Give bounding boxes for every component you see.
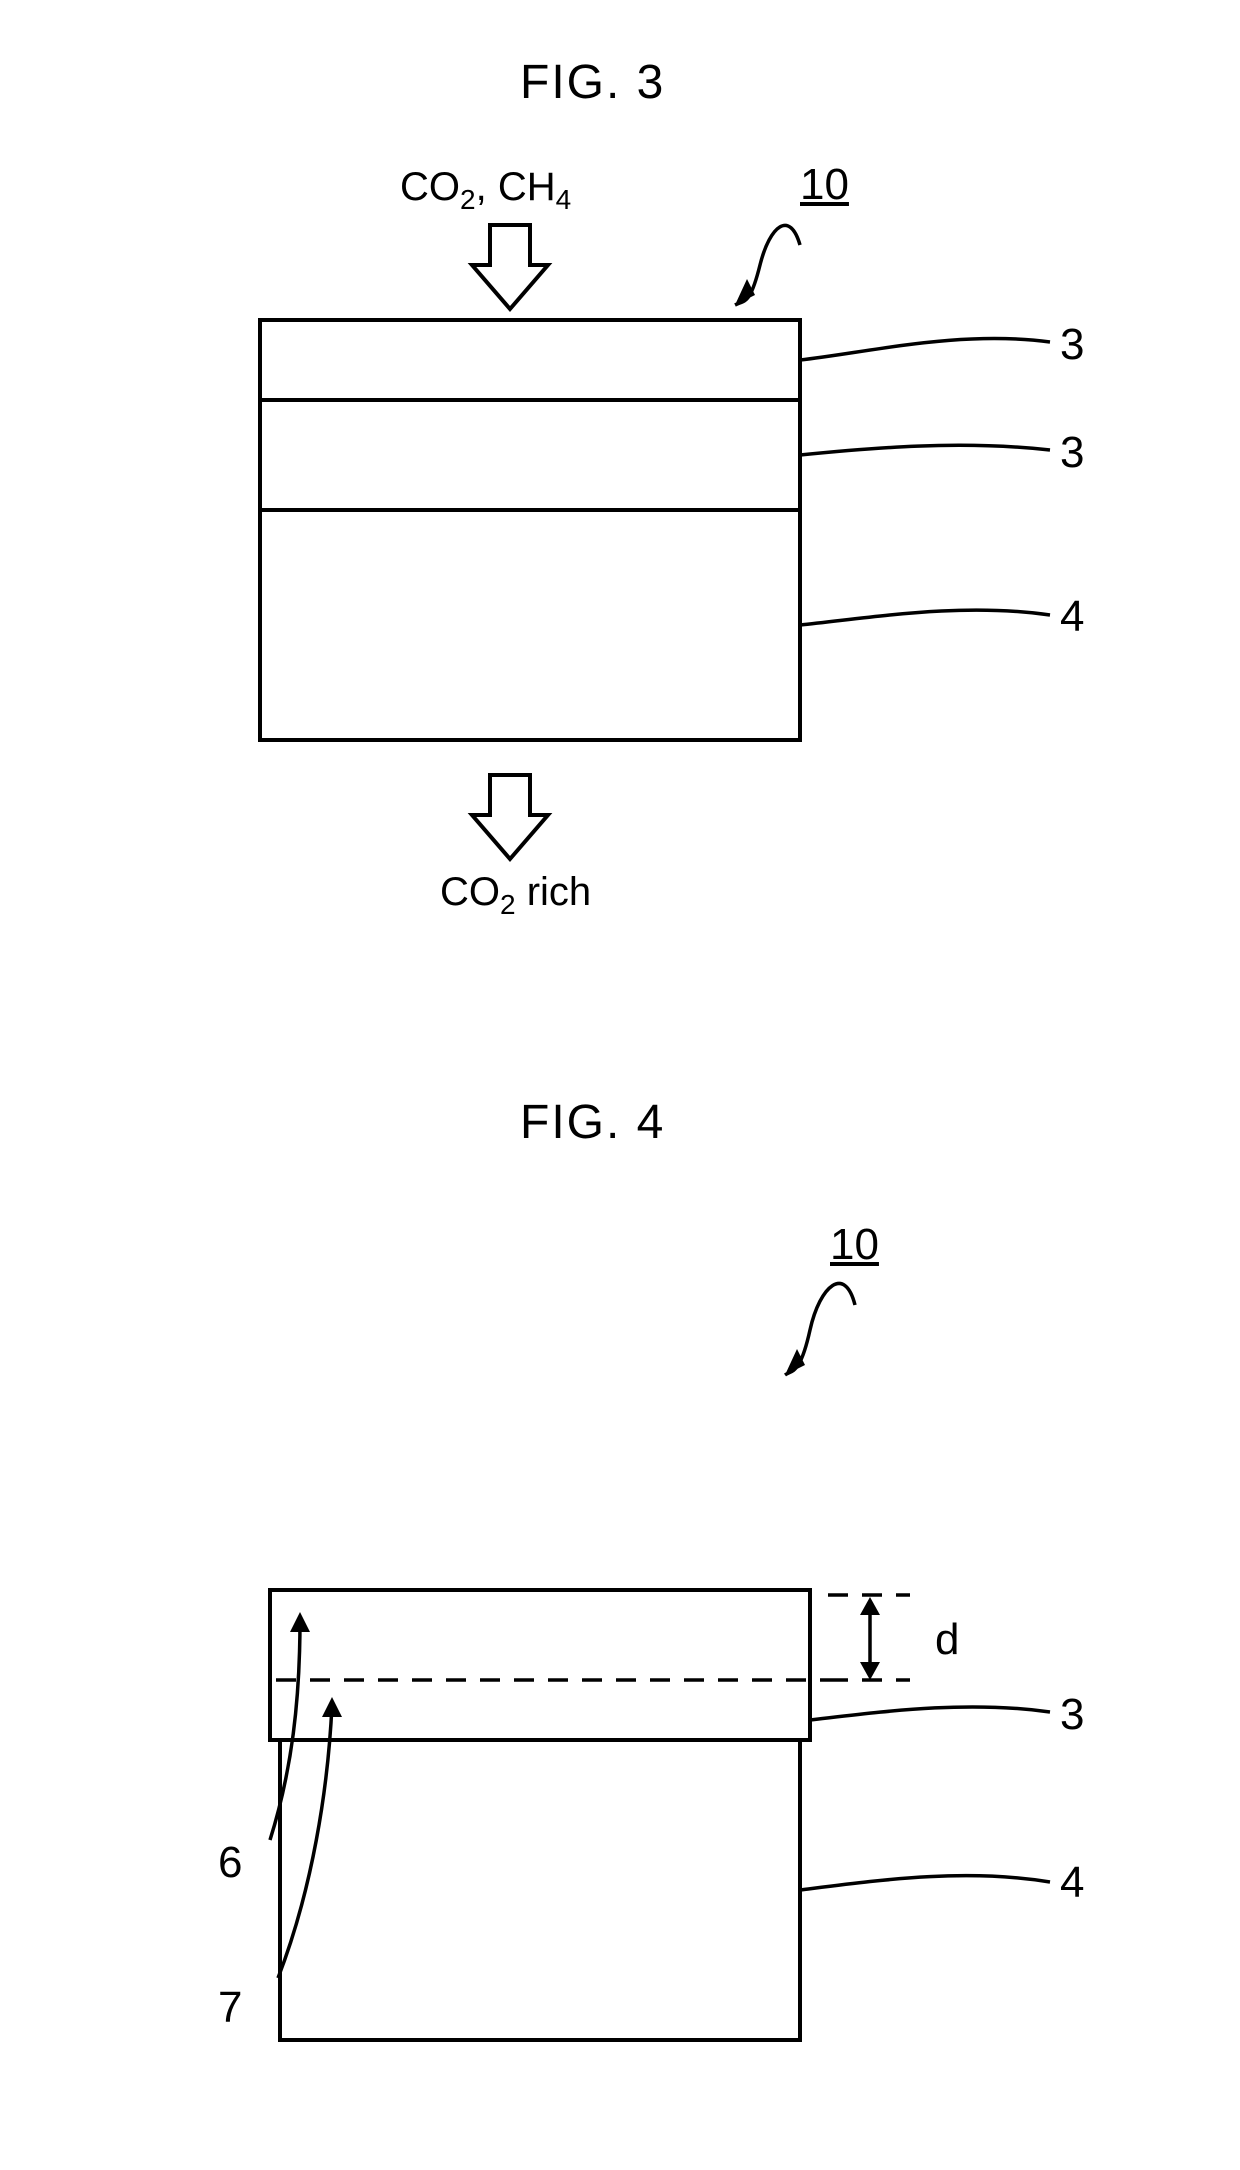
fig4-ref-4: 4 — [1060, 1858, 1084, 1908]
fig4-svg — [0, 0, 1240, 2170]
fig4-ref-7: 7 — [218, 1983, 242, 2033]
fig4-leader-6-arrow — [290, 1612, 310, 1632]
fig4-dim-arrow-up — [860, 1597, 880, 1615]
fig4-ref-3: 3 — [1060, 1690, 1084, 1740]
fig4-leader-7-arrow — [322, 1697, 342, 1717]
fig4-leader-6 — [270, 1620, 300, 1840]
fig4-block-top — [270, 1590, 810, 1740]
fig4-block-bottom — [280, 1740, 800, 2040]
fig4-leader-3 — [810, 1707, 1050, 1720]
fig4-dim-label: d — [935, 1615, 959, 1665]
fig4-dim-arrow-dn — [860, 1662, 880, 1680]
fig4-leader-4 — [800, 1876, 1050, 1890]
fig4-leader-7 — [278, 1705, 332, 1978]
fig4-ref-6: 6 — [218, 1838, 242, 1888]
